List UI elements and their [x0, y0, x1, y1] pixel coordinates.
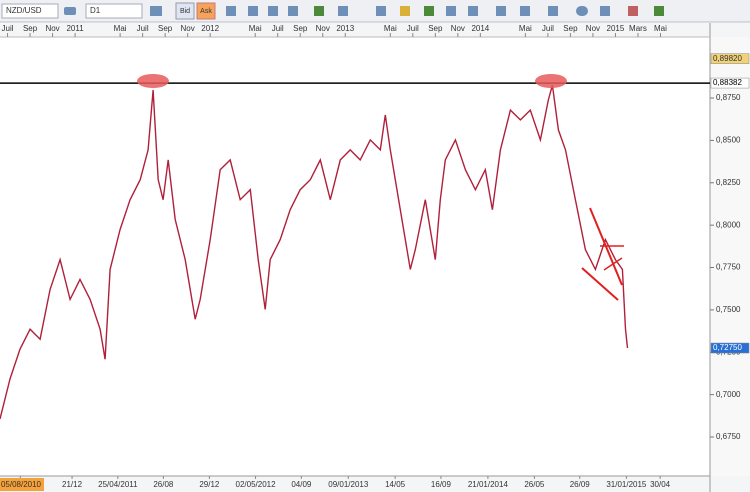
x-tick-label: 2014: [471, 24, 489, 33]
timeframe: D1: [90, 6, 101, 15]
icon[interactable]: [150, 6, 162, 16]
y-tick-label: 0,8000: [716, 220, 741, 229]
x-tick-label: Mai: [519, 24, 532, 33]
price-axis: [710, 37, 750, 476]
trend-line: [603, 257, 623, 271]
x-tick-label: 2011: [66, 24, 84, 33]
x-tick-label: Mai: [654, 24, 667, 33]
x-tick-label: Juil: [407, 24, 419, 33]
icon[interactable]: [446, 6, 456, 16]
x-tick-label: 02/05/2012: [236, 480, 277, 489]
y-tick-label: 0,8250: [716, 178, 741, 187]
icon[interactable]: [468, 6, 478, 16]
x-tick-label: Sep: [293, 24, 308, 33]
x-tick-label: 2012: [201, 24, 219, 33]
x-tick-label: 29/12: [199, 480, 220, 489]
x-tick-label: Sep: [158, 24, 173, 33]
price-marker-label: 0,88382: [713, 78, 742, 87]
bottom-axis: [0, 476, 750, 492]
price-marker: [710, 342, 750, 354]
x-tick-label: Sep: [23, 24, 38, 33]
x-tick-label: 26/08: [153, 480, 174, 489]
icon[interactable]: [226, 6, 236, 16]
x-tick-label: Juil: [137, 24, 149, 33]
x-tick-label: 14/05: [385, 480, 406, 489]
icon[interactable]: [248, 6, 258, 16]
icon[interactable]: [376, 6, 386, 16]
icon[interactable]: [288, 6, 298, 16]
start-date-highlight: [0, 478, 44, 491]
x-tick-label: 04/09: [291, 480, 312, 489]
x-tick-label: 21/12: [62, 480, 83, 489]
icon[interactable]: [628, 6, 638, 16]
peak-marker: [535, 74, 567, 88]
icon[interactable]: [400, 6, 410, 16]
price-line: [0, 84, 629, 420]
x-tick-label: Mai: [384, 24, 397, 33]
x-tick-label: 05/08/2010: [1, 480, 42, 489]
y-tick-label: 0,8500: [716, 136, 741, 145]
bid-label: Bid: [180, 8, 190, 15]
icon[interactable]: [654, 6, 664, 16]
icon[interactable]: [424, 6, 434, 16]
price-marker-label: 0,89820: [713, 54, 742, 63]
x-tick-label: Sep: [563, 24, 578, 33]
y-tick-label: 0,6750: [716, 432, 741, 441]
x-tick-label: 30/04: [650, 480, 671, 489]
symbol-select[interactable]: [1, 3, 59, 19]
peak-marker: [137, 74, 169, 88]
icon[interactable]: [268, 6, 278, 16]
y-tick-label: 0,7000: [716, 390, 741, 399]
x-tick-label: Mai: [249, 24, 262, 33]
x-tick-label: Juil: [2, 24, 14, 33]
x-tick-label: Nov: [451, 24, 465, 33]
icon[interactable]: [600, 6, 610, 16]
bid-button[interactable]: [175, 2, 195, 20]
x-tick-label: 31/01/2015: [606, 480, 647, 489]
x-tick-label: Mai: [114, 24, 127, 33]
y-tick-label: 0,7750: [716, 263, 741, 272]
x-tick-label: 2013: [336, 24, 354, 33]
x-tick-label: Sep: [428, 24, 443, 33]
timeframe-select[interactable]: [85, 3, 143, 19]
icon[interactable]: [576, 6, 588, 16]
x-tick-label: Juil: [542, 24, 554, 33]
icon[interactable]: [314, 6, 324, 16]
x-tick-label: 16/09: [431, 480, 452, 489]
trend-line: [581, 267, 619, 301]
x-tick-label: 26/05: [524, 480, 545, 489]
symbol: NZD/USD: [6, 6, 42, 15]
x-tick-label: 2015: [607, 24, 625, 33]
x-tick-label: Nov: [586, 24, 600, 33]
x-tick-label: Mars: [629, 24, 647, 33]
y-tick-label: 0,7500: [716, 305, 741, 314]
price-marker: [710, 77, 750, 89]
icon[interactable]: [64, 7, 76, 15]
icon[interactable]: [520, 6, 530, 16]
price-marker: [710, 53, 750, 64]
x-tick-label: Nov: [45, 24, 59, 33]
ask-label: Ask: [200, 8, 212, 15]
price-marker-label: 0,72750: [713, 343, 742, 352]
icon[interactable]: [338, 6, 348, 16]
icon[interactable]: [548, 6, 558, 16]
x-tick-label: 26/09: [570, 480, 591, 489]
x-tick-label: Nov: [181, 24, 195, 33]
annotations: [137, 74, 624, 301]
icon[interactable]: [496, 6, 506, 16]
x-tick-label: 21/01/2014: [468, 480, 509, 489]
y-tick-label: 0,8750: [716, 93, 741, 102]
x-tick-label: Nov: [316, 24, 330, 33]
ask-button[interactable]: [196, 2, 216, 20]
x-tick-label: Juil: [272, 24, 284, 33]
x-tick-label: 09/01/2013: [328, 480, 369, 489]
toolbar-icons: [64, 6, 664, 16]
x-tick-label: 25/04/2011: [98, 480, 138, 489]
